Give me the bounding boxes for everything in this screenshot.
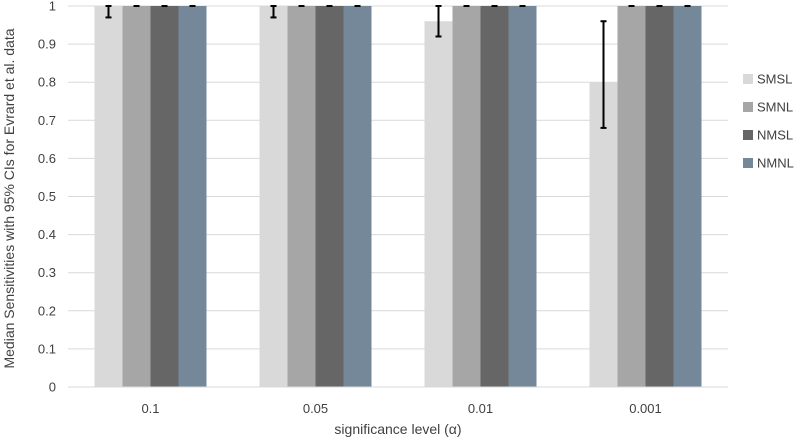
y-tick-label: 0.1 <box>38 341 56 356</box>
bar-nmsl <box>150 6 179 387</box>
legend-swatch <box>743 130 753 140</box>
y-tick-label: 0.4 <box>38 227 56 242</box>
y-tick-label: 0 <box>49 380 56 395</box>
legend-item-smsl: SMSL <box>743 72 792 87</box>
bar-nmnl <box>343 6 372 387</box>
error-bar <box>105 5 112 19</box>
y-tick-label: 0.7 <box>38 113 56 128</box>
y-tick-label: 1 <box>49 0 56 14</box>
y-tick-label: 0.9 <box>38 37 56 52</box>
y-axis-title: Median Sensitivities with 95% CIs for Ev… <box>1 28 17 368</box>
y-tick-label: 0.6 <box>38 151 56 166</box>
bar-nmnl <box>508 6 537 387</box>
legend-swatch <box>743 158 753 168</box>
bar-nmsl <box>315 6 344 387</box>
legend-label: SMSL <box>757 72 792 87</box>
error-bar <box>270 5 277 19</box>
x-tick-label: 0.01 <box>468 401 493 416</box>
legend-item-nmsl: NMSL <box>743 128 793 143</box>
x-tick-label: 0.001 <box>629 401 662 416</box>
x-tick-label: 0.1 <box>141 401 159 416</box>
x-tick-labels: 0.1 0.05 0.01 0.001 <box>141 401 661 416</box>
bar-smsl <box>259 6 288 387</box>
y-tick-label: 0.8 <box>38 75 56 90</box>
bar-nmsl <box>645 6 674 387</box>
bar-smnl <box>452 6 481 387</box>
legend: SMSL SMNL NMSL NMNL <box>743 72 794 171</box>
error-bars <box>105 5 691 129</box>
legend-swatch <box>743 74 753 84</box>
legend-swatch <box>743 102 753 112</box>
bar-smsl <box>589 82 618 387</box>
y-tick-label: 0.5 <box>38 189 56 204</box>
bar-smsl <box>94 6 123 387</box>
legend-label: NMSL <box>757 128 793 143</box>
bar-smsl <box>424 21 453 388</box>
error-bar <box>435 5 442 38</box>
error-bar <box>600 20 607 129</box>
x-tick-label: 0.05 <box>303 401 328 416</box>
bar-nmnl <box>673 6 702 387</box>
legend-label: NMNL <box>757 156 794 171</box>
legend-item-smnl: SMNL <box>743 100 793 115</box>
bar-smnl <box>617 6 646 387</box>
bar-nmsl <box>480 6 509 387</box>
y-tick-label: 0.3 <box>38 265 56 280</box>
bar-smnl <box>287 6 316 387</box>
y-tick-labels: 0 0.1 0.2 0.3 0.4 0.5 0.6 0.7 0.8 0.9 1 <box>38 0 56 395</box>
legend-label: SMNL <box>757 100 793 115</box>
bars <box>94 6 702 388</box>
x-axis-title: significance level (α) <box>334 421 461 437</box>
bar-smnl <box>122 6 151 387</box>
bar-nmnl <box>178 6 207 387</box>
y-tick-label: 0.2 <box>38 303 56 318</box>
legend-item-nmnl: NMNL <box>743 156 794 171</box>
